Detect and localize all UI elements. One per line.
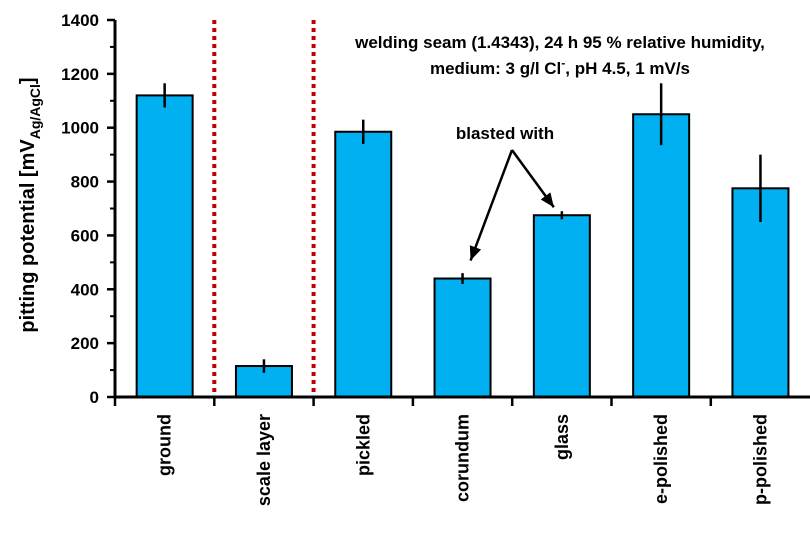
x-label-p-polished: p-polished (750, 414, 770, 505)
bar-pickled (334, 130, 393, 398)
x-label-corundum: corundum (453, 414, 473, 502)
x-label-pickled: pickled (353, 414, 373, 476)
blasted-with-annotation: blasted with (456, 124, 554, 143)
y-tick-label: 1400 (61, 11, 99, 30)
y-tick-label: 0 (90, 388, 99, 407)
y-axis-label-subscript: Ag/AgCl (27, 84, 43, 139)
y-tick-label: 400 (71, 280, 99, 299)
divider-lines-layer (212, 20, 316, 397)
y-tick-label: 800 (71, 173, 99, 192)
arrowhead-glass (540, 192, 554, 208)
arrow-to-corundum (469, 149, 514, 261)
error-bars-layer (163, 83, 762, 373)
x-category-labels: ground scale layer pickled corundum glass e-p… (155, 414, 771, 506)
x-label-scale-layer: scale layer (254, 414, 274, 506)
y-tick-label: 200 (71, 334, 99, 353)
arrowhead-corundum (469, 245, 482, 261)
bar-corundum (433, 277, 492, 398)
conditions-annotation-line1: welding seam (1.4343), 24 h 95 % relativ… (354, 33, 765, 52)
y-tick-label: 600 (71, 226, 99, 245)
y-tick-label: 1000 (61, 119, 99, 138)
bar-glass (532, 214, 591, 398)
bar-e-polished (632, 113, 691, 398)
axes-layer (107, 18, 810, 406)
conditions-annotation-line2: medium: 3 g/l Cl-, pH 4.5, 1 mV/s (430, 56, 690, 78)
y-tick-labels: 0 200 400 600 800 1000 1200 1400 (61, 11, 99, 407)
blasted-arrows (469, 149, 555, 261)
bar-ground (135, 94, 194, 399)
y-axis-label: pitting potential [mVAg/AgCl] (17, 77, 43, 332)
x-label-glass: glass (552, 414, 572, 460)
y-tick-label: 1200 (61, 65, 99, 84)
x-label-ground: ground (155, 414, 175, 476)
x-label-e-polished: e-polished (651, 414, 671, 504)
